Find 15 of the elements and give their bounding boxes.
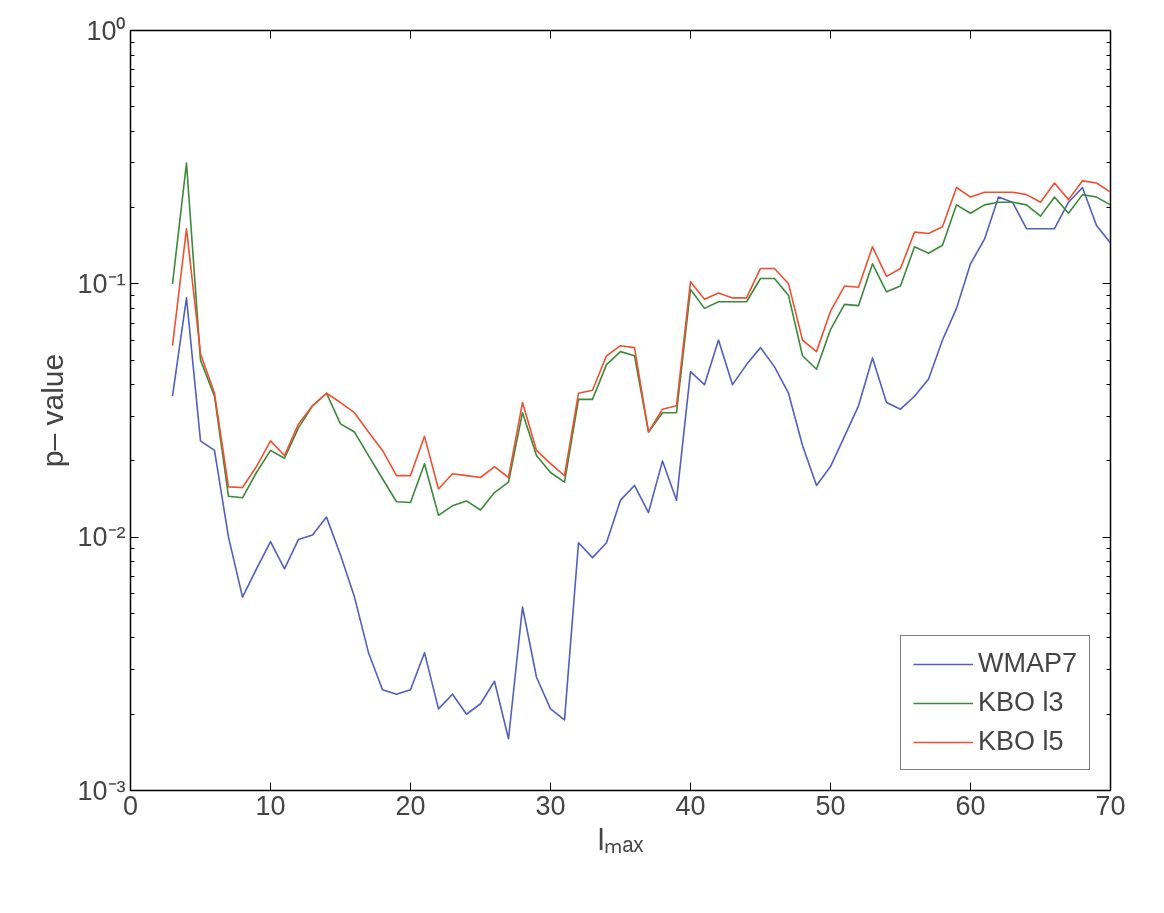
x-axis-title: lₘₐₓ bbox=[597, 822, 644, 856]
x-tick-label: 30 bbox=[535, 790, 566, 821]
y-tick-label: 10⁻² bbox=[77, 522, 126, 553]
x-tick-label: 60 bbox=[955, 790, 986, 821]
x-tick-label: 70 bbox=[1095, 790, 1126, 821]
x-tick-label: 20 bbox=[395, 790, 426, 821]
y-axis-title: p– value bbox=[36, 353, 70, 468]
legend-label: KBO l3 bbox=[977, 687, 1064, 718]
legend-label: WMAP7 bbox=[977, 648, 1077, 679]
y-tick-label: 10⁰ bbox=[86, 15, 126, 46]
x-tick-label: 50 bbox=[815, 790, 846, 821]
legend-label: KBO l5 bbox=[977, 726, 1064, 757]
x-tick-label: 10 bbox=[255, 790, 286, 821]
x-tick-label: 40 bbox=[675, 790, 706, 821]
y-tick-label: 10⁻¹ bbox=[77, 268, 126, 299]
